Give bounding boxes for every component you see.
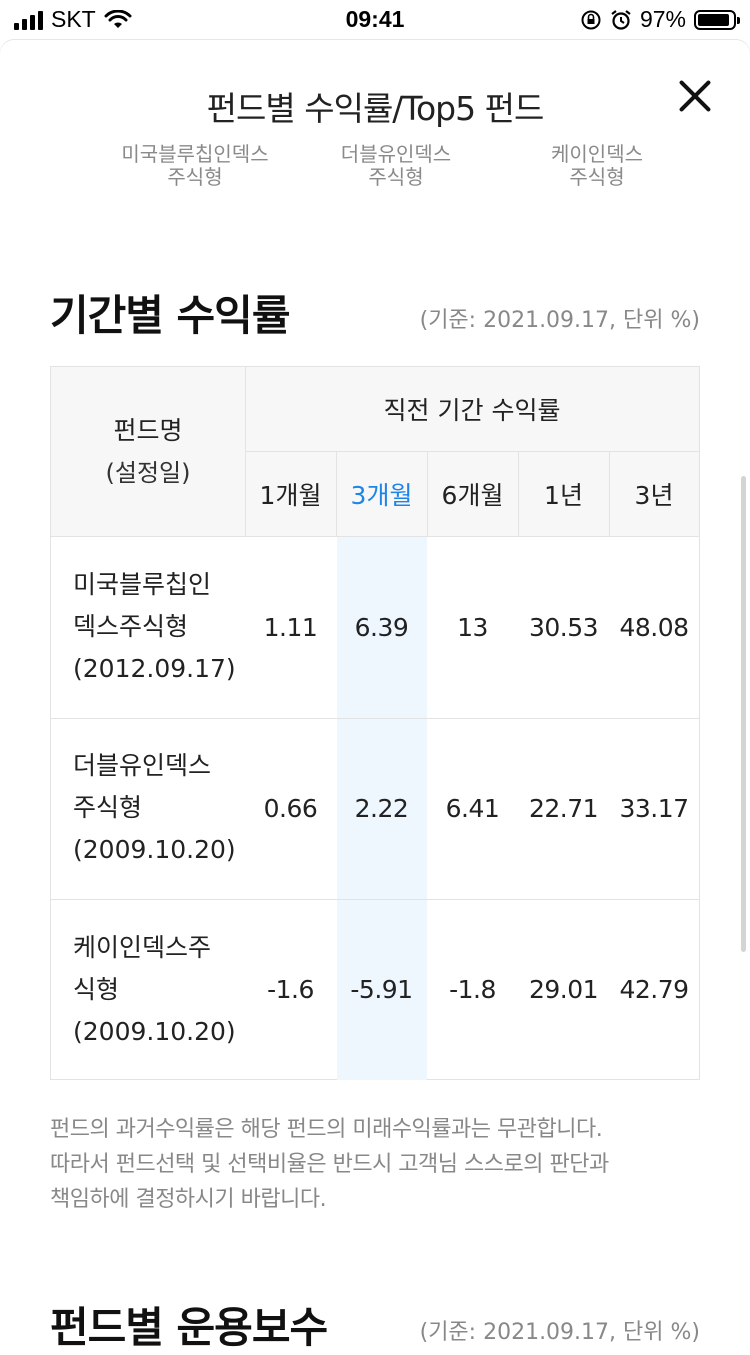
fund-tab-label: 주식형 [167, 165, 223, 189]
disclaimer-line: 펀드의 과거수익률은 해당 펀드의 미래수익률과는 무관합니다. [50, 1117, 603, 1142]
divider [609, 451, 610, 536]
alarm-icon [611, 9, 631, 30]
return-6m: -1.8 [449, 975, 496, 1004]
divider [51, 899, 699, 900]
fund-tab-label: 케이인덱스 [551, 142, 643, 166]
disclaimer-line: 책임하에 결정하시기 바랍니다. [50, 1187, 327, 1212]
status-time: 09:41 [345, 6, 405, 32]
wifi-icon [104, 9, 132, 28]
period-header-1m: 1개월 [259, 481, 322, 510]
close-button[interactable] [672, 72, 720, 120]
fund-name-cell: 더블유인덱스 주식형 (2009.10.20) [73, 745, 253, 871]
fund-name-line: 덱스주식형 [73, 612, 189, 641]
highlight-column-3m [337, 536, 427, 1080]
section-title-returns: 기간별 수익률 [50, 291, 290, 340]
fund-tab-label: 주식형 [368, 165, 424, 189]
group-header: 직전 기간 수익률 [383, 396, 561, 425]
return-6m: 6.41 [445, 794, 500, 823]
fund-tabs: 미국블루칩인덱스 주식형 더블유인덱스 주식형 케이인덱스 주식형 [0, 143, 750, 193]
fund-inception-date: (2012.09.17) [73, 654, 236, 683]
fund-name-line: 더블유인덱스 [73, 751, 212, 780]
battery-icon [694, 9, 740, 30]
return-3m: -5.91 [350, 975, 413, 1004]
fund-name-header-line: 펀드명 [113, 416, 183, 445]
disclaimer-text: 펀드의 과거수익률은 해당 펀드의 미래수익률과는 무관합니다. 따라서 펀드선… [50, 1112, 700, 1217]
fund-name-line: 케이인덱스주 [73, 933, 212, 962]
fund-name-line: 미국블루칩인 [73, 570, 212, 599]
period-header-6m: 6개월 [441, 481, 504, 510]
return-3y: 33.17 [619, 794, 689, 823]
status-bar: SKT 09:41 97% [0, 0, 750, 40]
return-1y: 22.71 [528, 794, 599, 823]
return-6m: 13 [457, 612, 488, 642]
returns-basis: (기준: 2021.09.17, 단위 %) [419, 308, 700, 333]
status-right: 97% [580, 6, 740, 33]
return-1m: 1.11 [263, 612, 318, 642]
fund-name-header: 펀드명 (설정일) [51, 397, 245, 507]
carrier-label: SKT [51, 6, 96, 32]
divider [245, 451, 699, 452]
status-left: SKT [14, 6, 132, 33]
fund-tab-label: 주식형 [569, 165, 625, 189]
divider [518, 451, 519, 536]
return-3m: 2.22 [354, 794, 409, 823]
section-title-fees: 펀드별 운용보수 [50, 1303, 328, 1352]
fund-inception-date: (2009.10.20) [73, 835, 236, 864]
period-header-1y: 1년 [544, 481, 583, 510]
divider [51, 718, 699, 719]
fund-tab-k-index[interactable]: 케이인덱스 주식형 [497, 143, 697, 189]
fees-basis: (기준: 2021.09.17, 단위 %) [419, 1320, 700, 1345]
returns-table: 펀드명 (설정일) 직전 기간 수익률 1개월 3개월 6개월 1년 3년 미국… [50, 366, 700, 1080]
divider [427, 451, 428, 536]
fund-tab-label: 미국블루칩인덱스 [121, 142, 269, 166]
signal-icon [14, 10, 43, 30]
return-3m: 6.39 [354, 612, 409, 642]
fund-name-header-line: (설정일) [105, 459, 191, 487]
return-1m: 0.66 [263, 794, 318, 823]
fund-name-cell: 케이인덱스주 식형 (2009.10.20) [73, 927, 253, 1053]
page-title: 펀드별 수익률/Top5 펀드 [206, 89, 545, 128]
fund-name-cell: 미국블루칩인 덱스주식형 (2012.09.17) [73, 564, 253, 690]
period-header-3m: 3개월 [350, 481, 413, 510]
return-1m: -1.6 [267, 975, 314, 1004]
battery-percent: 97% [639, 6, 686, 32]
disclaimer-line: 따라서 펀드선택 및 선택비율은 반드시 고객님 스스로의 판단과 [50, 1152, 609, 1177]
return-3y: 42.79 [619, 975, 689, 1004]
divider [336, 451, 337, 536]
fund-name-line: 주식형 [73, 793, 143, 822]
rotation-lock-icon [581, 10, 601, 29]
return-1y: 30.53 [528, 612, 599, 642]
fund-tab-w-index[interactable]: 더블유인덱스 주식형 [296, 143, 496, 189]
return-3y: 48.08 [619, 612, 689, 642]
sheet-top-edge [0, 40, 750, 60]
fund-tab-label: 더블유인덱스 [340, 142, 452, 166]
scrollbar[interactable] [741, 476, 746, 952]
return-1y: 29.01 [528, 975, 599, 1004]
fund-inception-date: (2009.10.20) [73, 1017, 236, 1046]
fund-name-line: 식형 [73, 975, 120, 1004]
divider [245, 367, 246, 536]
divider [51, 536, 699, 537]
fund-tab-us-bluechip[interactable]: 미국블루칩인덱스 주식형 [95, 143, 295, 189]
period-header-3y: 3년 [634, 481, 674, 510]
